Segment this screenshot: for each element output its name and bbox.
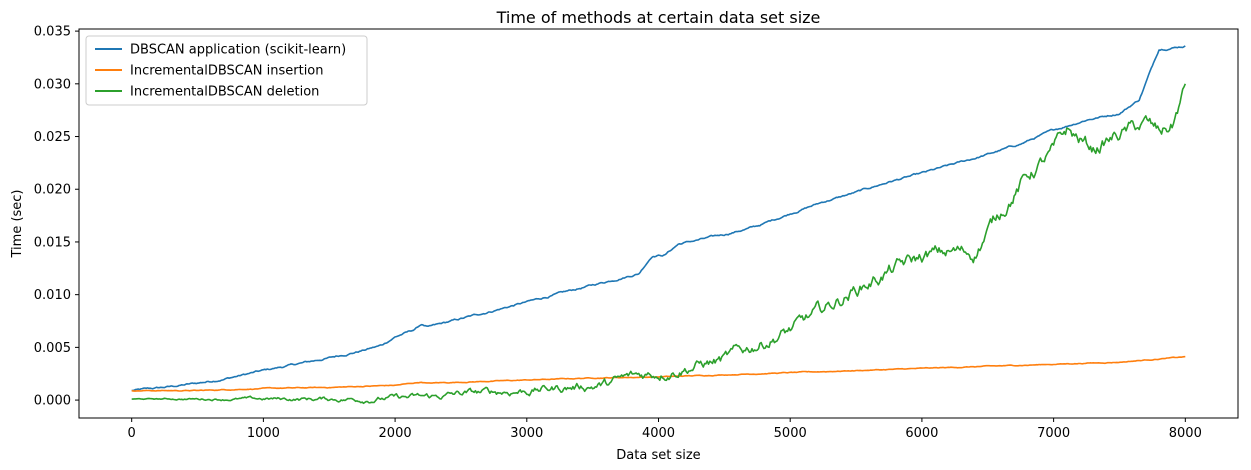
y-tick-label: 0.010: [34, 288, 71, 303]
legend-entry: IncrementalDBSCAN deletion: [130, 85, 319, 100]
x-tick-label: 4000: [642, 426, 675, 441]
x-tick-label: 8000: [1169, 426, 1202, 441]
y-tick-label: 0.015: [34, 235, 71, 250]
x-tick-label: 7000: [1037, 426, 1070, 441]
y-tick-label: 0.000: [34, 394, 71, 409]
legend-entry: DBSCAN application (scikit-learn): [130, 43, 346, 58]
series-line: [131, 355, 1186, 392]
legend: DBSCAN application (scikit-learn) Increme…: [85, 35, 368, 106]
x-tick-label: 5000: [774, 426, 807, 441]
x-tick-label: 0: [128, 426, 136, 441]
x-tick-label: 3000: [510, 426, 543, 441]
y-axis-label: Time (sec): [10, 189, 25, 258]
x-axis-label: Data set size: [616, 448, 700, 463]
chart-title: Time of methods at certain data set size: [496, 8, 821, 27]
legend-entry: IncrementalDBSCAN insertion: [130, 64, 324, 79]
series-line: [131, 45, 1186, 392]
x-tick-label: 1000: [247, 426, 280, 441]
x-tick-label: 2000: [379, 426, 412, 441]
y-tick-label: 0.020: [34, 183, 71, 198]
legend-box: [85, 35, 368, 106]
plot-area: [131, 45, 1187, 405]
series-line: [131, 83, 1187, 405]
x-tick-label: 6000: [905, 426, 938, 441]
y-tick-label: 0.005: [34, 341, 71, 356]
x-axis-ticks: 0 1000 2000 3000 4000 5000 6000 7000 8000: [128, 418, 1202, 441]
y-tick-label: 0.030: [34, 77, 71, 92]
y-tick-label: 0.035: [34, 25, 71, 40]
y-tick-label: 0.025: [34, 130, 71, 145]
y-axis-ticks: 0.000 0.005 0.010 0.015 0.020 0.025 0.030 0.035: [34, 25, 79, 409]
